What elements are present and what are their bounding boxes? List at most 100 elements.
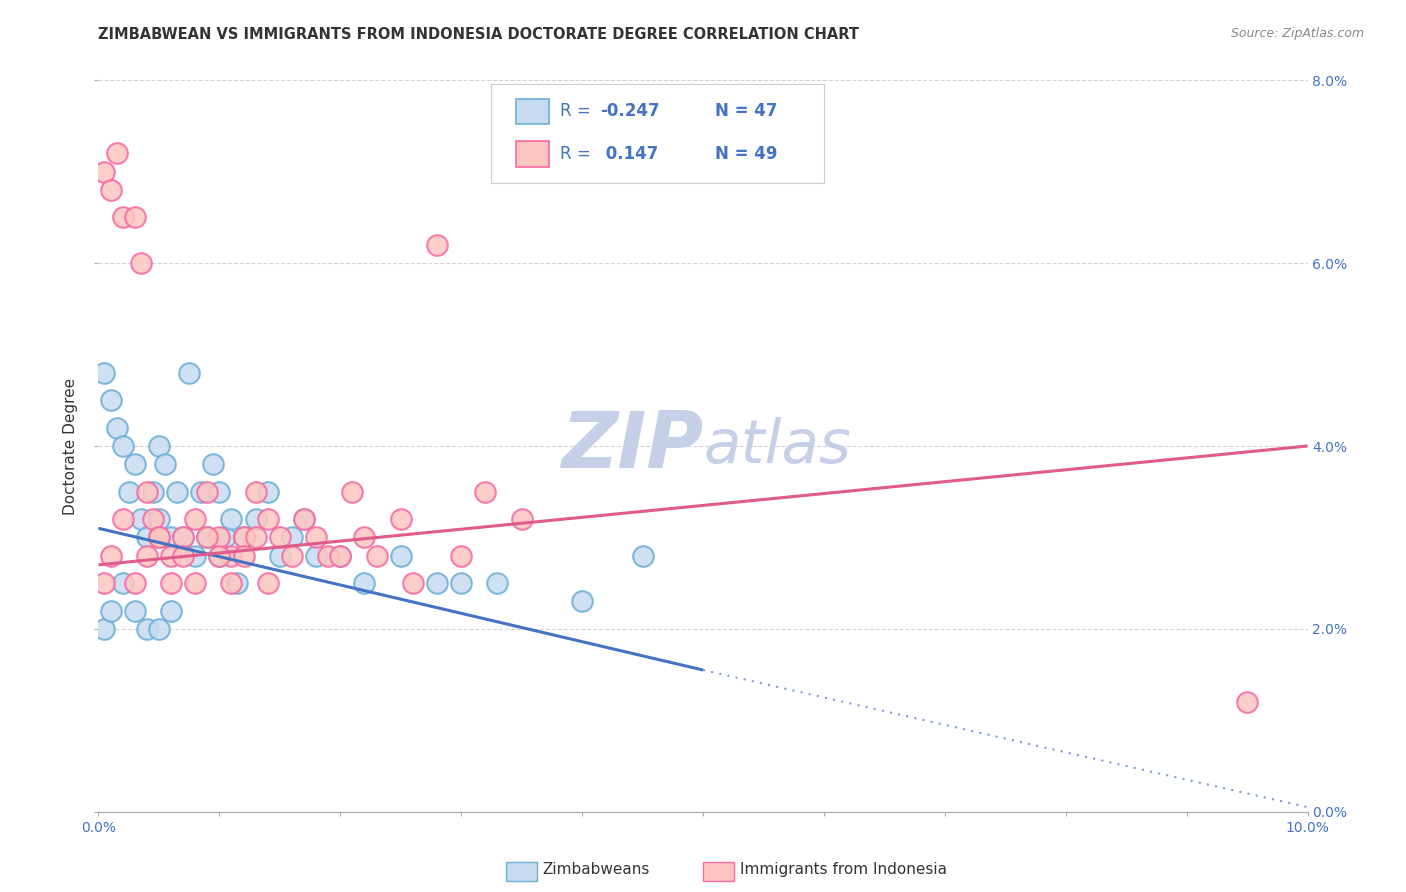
Point <box>510 512 533 526</box>
Point <box>316 549 339 563</box>
Point <box>226 576 249 591</box>
Point <box>389 549 412 563</box>
FancyBboxPatch shape <box>516 99 550 124</box>
Point <box>214 530 236 544</box>
Point <box>353 576 375 591</box>
Point <box>160 603 183 617</box>
Point <box>148 530 170 544</box>
Point <box>256 484 278 499</box>
Point <box>100 183 122 197</box>
FancyBboxPatch shape <box>492 84 824 183</box>
Point <box>426 237 449 252</box>
Point <box>342 484 364 499</box>
Point <box>426 576 449 591</box>
Point <box>305 530 328 544</box>
Point <box>100 393 122 408</box>
Point <box>245 484 267 499</box>
Point <box>269 530 291 544</box>
Point <box>179 366 201 380</box>
Point <box>93 622 115 636</box>
Point <box>148 530 170 544</box>
Point <box>256 576 278 591</box>
Point <box>160 530 183 544</box>
Point <box>135 530 157 544</box>
Text: N = 49: N = 49 <box>716 145 778 163</box>
Point <box>195 484 218 499</box>
Text: N = 47: N = 47 <box>716 102 778 120</box>
Text: Source: ZipAtlas.com: Source: ZipAtlas.com <box>1230 27 1364 40</box>
Point <box>366 549 388 563</box>
Point <box>118 484 141 499</box>
Point <box>486 576 509 591</box>
Point <box>571 594 593 608</box>
Point <box>631 549 654 563</box>
Point <box>353 530 375 544</box>
Point <box>142 484 165 499</box>
Point <box>221 549 243 563</box>
Text: -0.247: -0.247 <box>600 102 659 120</box>
Point <box>172 530 194 544</box>
Point <box>281 549 304 563</box>
Point <box>208 549 231 563</box>
Point <box>124 457 146 471</box>
Y-axis label: Doctorate Degree: Doctorate Degree <box>63 377 79 515</box>
Point <box>100 603 122 617</box>
Text: atlas: atlas <box>703 417 851 475</box>
Point <box>148 439 170 453</box>
Point <box>124 603 146 617</box>
Text: ZIP: ZIP <box>561 408 703 484</box>
Point <box>245 530 267 544</box>
Point <box>232 530 254 544</box>
Point <box>1236 695 1258 709</box>
Point <box>474 484 496 499</box>
Point <box>184 549 207 563</box>
Point <box>142 512 165 526</box>
Point <box>124 211 146 225</box>
Text: Zimbabweans: Zimbabweans <box>543 863 650 877</box>
Point <box>329 549 352 563</box>
Point <box>292 512 315 526</box>
Point <box>105 421 128 435</box>
Point <box>256 512 278 526</box>
Point <box>292 512 315 526</box>
Point <box>166 484 188 499</box>
Point <box>329 549 352 563</box>
Point <box>172 530 194 544</box>
Point <box>402 576 425 591</box>
Point <box>93 366 115 380</box>
Text: ZIMBABWEAN VS IMMIGRANTS FROM INDONESIA DOCTORATE DEGREE CORRELATION CHART: ZIMBABWEAN VS IMMIGRANTS FROM INDONESIA … <box>98 27 859 42</box>
Point <box>111 512 134 526</box>
Point <box>450 549 472 563</box>
Point <box>129 256 152 270</box>
Point <box>111 576 134 591</box>
Point <box>148 512 170 526</box>
Point <box>450 576 472 591</box>
Point <box>389 512 412 526</box>
Point <box>148 622 170 636</box>
Text: R =: R = <box>561 102 596 120</box>
Text: Immigrants from Indonesia: Immigrants from Indonesia <box>740 863 946 877</box>
Point <box>208 549 231 563</box>
Point <box>135 549 157 563</box>
Point <box>160 549 183 563</box>
Point <box>135 484 157 499</box>
Point <box>124 576 146 591</box>
Point <box>305 549 328 563</box>
Point <box>172 549 194 563</box>
FancyBboxPatch shape <box>516 141 550 167</box>
Point <box>111 211 134 225</box>
Text: 0.147: 0.147 <box>600 145 658 163</box>
Text: R =: R = <box>561 145 596 163</box>
Point <box>93 576 115 591</box>
Point <box>190 484 212 499</box>
Point <box>184 512 207 526</box>
Point <box>232 549 254 563</box>
Point <box>195 530 218 544</box>
Point <box>232 530 254 544</box>
Point <box>160 576 183 591</box>
Point <box>281 530 304 544</box>
Point <box>184 576 207 591</box>
Point <box>245 512 267 526</box>
Point <box>111 439 134 453</box>
Point <box>129 512 152 526</box>
